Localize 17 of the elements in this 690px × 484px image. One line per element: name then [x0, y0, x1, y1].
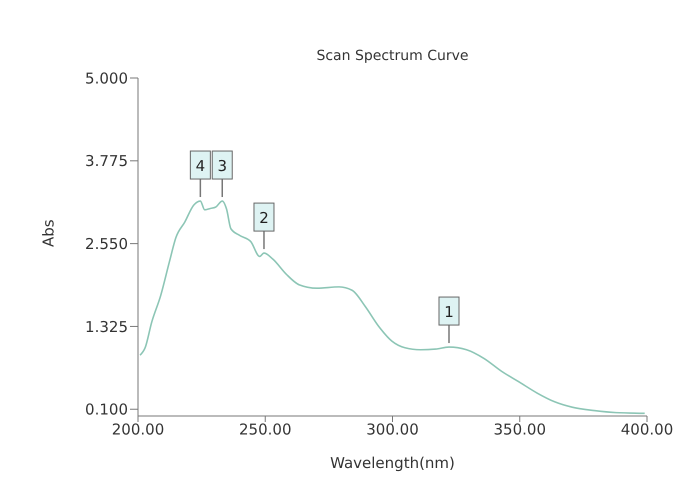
y-tick-label: 2.550 [85, 234, 128, 253]
x-tick-label: 400.00 [620, 420, 674, 439]
annotation: 3 [217, 157, 228, 176]
x-tick-label: 200.00 [112, 420, 164, 439]
annotation: 4 [196, 157, 206, 176]
y-tick-label: 3.775 [85, 152, 128, 170]
annotation: 1 [444, 303, 454, 322]
x-tick-label: 350.00 [494, 420, 546, 439]
y-tick-label: 5.000 [85, 69, 128, 88]
x-tick-label: 250.00 [239, 420, 292, 439]
chart-title: Scan Spectrum Curve [315, 48, 470, 64]
x-tick-label: 300.00 [366, 420, 419, 439]
y-tick-label: 0.100 [85, 400, 128, 419]
annotation: 2 [259, 209, 269, 228]
x-axis-title: Wavelength(nm) [330, 454, 455, 472]
y-tick-label: 1.325 [85, 318, 128, 336]
y-axis-title: Abs [39, 219, 58, 247]
